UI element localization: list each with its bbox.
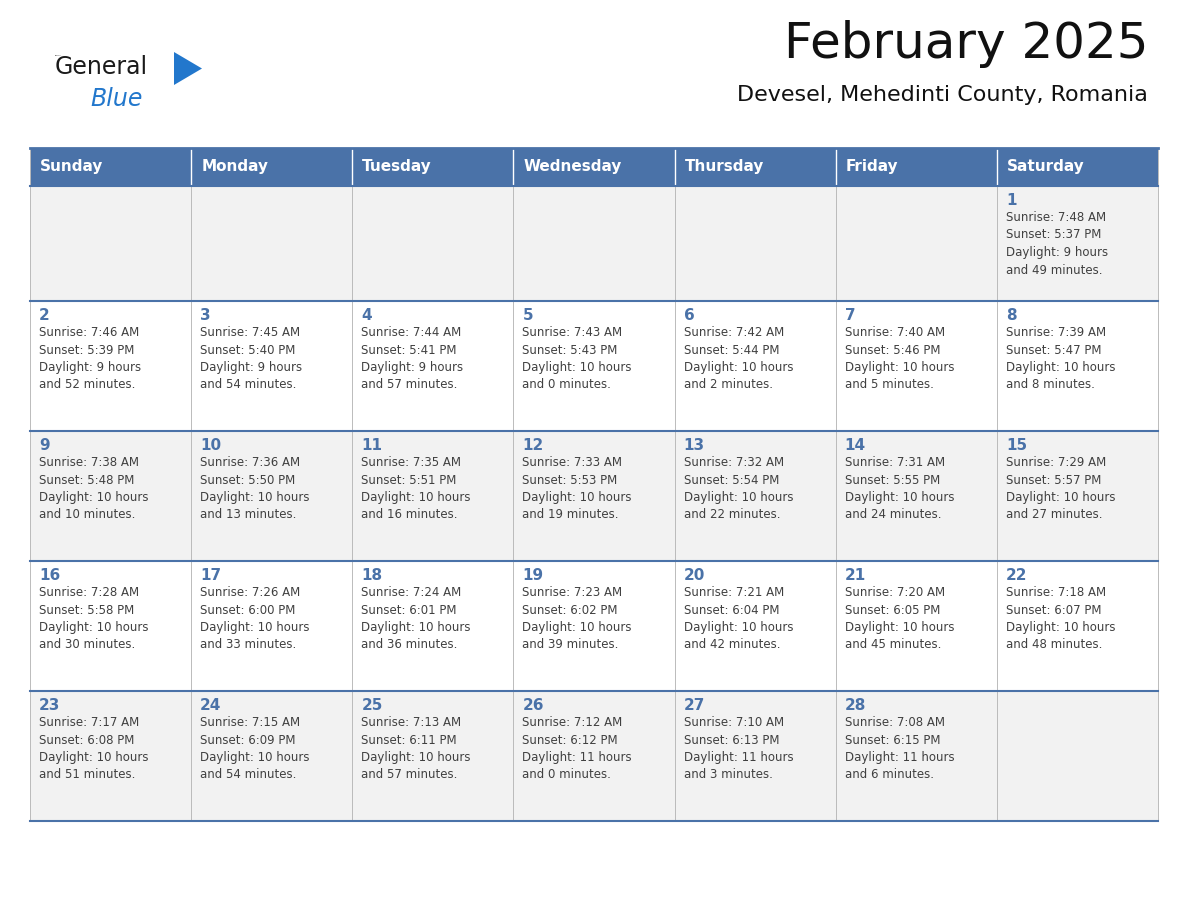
Text: 13: 13 (683, 438, 704, 453)
Text: February 2025: February 2025 (784, 20, 1148, 68)
Text: Sunrise: 7:15 AM
Sunset: 6:09 PM
Daylight: 10 hours
and 54 minutes.: Sunrise: 7:15 AM Sunset: 6:09 PM Dayligh… (200, 716, 310, 781)
Text: Sunrise: 7:39 AM
Sunset: 5:47 PM
Daylight: 10 hours
and 8 minutes.: Sunrise: 7:39 AM Sunset: 5:47 PM Dayligh… (1006, 326, 1116, 391)
Text: Devesel, Mehedinti County, Romania: Devesel, Mehedinti County, Romania (737, 85, 1148, 105)
Text: Sunrise: 7:44 AM
Sunset: 5:41 PM
Daylight: 9 hours
and 57 minutes.: Sunrise: 7:44 AM Sunset: 5:41 PM Dayligh… (361, 326, 463, 391)
Text: 28: 28 (845, 698, 866, 713)
Text: 5: 5 (523, 308, 533, 323)
Text: Sunrise: 7:46 AM
Sunset: 5:39 PM
Daylight: 9 hours
and 52 minutes.: Sunrise: 7:46 AM Sunset: 5:39 PM Dayligh… (39, 326, 141, 391)
Text: 2: 2 (39, 308, 50, 323)
Text: 11: 11 (361, 438, 383, 453)
Text: 7: 7 (845, 308, 855, 323)
Text: 10: 10 (200, 438, 221, 453)
Text: 20: 20 (683, 568, 704, 583)
Text: Sunrise: 7:36 AM
Sunset: 5:50 PM
Daylight: 10 hours
and 13 minutes.: Sunrise: 7:36 AM Sunset: 5:50 PM Dayligh… (200, 456, 310, 521)
Text: 1: 1 (1006, 193, 1017, 208)
Text: Sunrise: 7:26 AM
Sunset: 6:00 PM
Daylight: 10 hours
and 33 minutes.: Sunrise: 7:26 AM Sunset: 6:00 PM Dayligh… (200, 586, 310, 652)
Bar (30, 186, 1158, 301)
Text: Saturday: Saturday (1007, 160, 1085, 174)
Bar (30, 691, 1158, 821)
Text: 25: 25 (361, 698, 383, 713)
Text: Sunrise: 7:24 AM
Sunset: 6:01 PM
Daylight: 10 hours
and 36 minutes.: Sunrise: 7:24 AM Sunset: 6:01 PM Dayligh… (361, 586, 470, 652)
Text: 17: 17 (200, 568, 221, 583)
Text: Sunrise: 7:10 AM
Sunset: 6:13 PM
Daylight: 11 hours
and 3 minutes.: Sunrise: 7:10 AM Sunset: 6:13 PM Dayligh… (683, 716, 794, 781)
Text: Sunrise: 7:40 AM
Sunset: 5:46 PM
Daylight: 10 hours
and 5 minutes.: Sunrise: 7:40 AM Sunset: 5:46 PM Dayligh… (845, 326, 954, 391)
Text: Sunrise: 7:20 AM
Sunset: 6:05 PM
Daylight: 10 hours
and 45 minutes.: Sunrise: 7:20 AM Sunset: 6:05 PM Dayligh… (845, 586, 954, 652)
Text: Sunrise: 7:35 AM
Sunset: 5:51 PM
Daylight: 10 hours
and 16 minutes.: Sunrise: 7:35 AM Sunset: 5:51 PM Dayligh… (361, 456, 470, 521)
Text: 16: 16 (39, 568, 61, 583)
Bar (997, 148, 1158, 186)
Bar (353, 148, 513, 186)
Text: Sunrise: 7:43 AM
Sunset: 5:43 PM
Daylight: 10 hours
and 0 minutes.: Sunrise: 7:43 AM Sunset: 5:43 PM Dayligh… (523, 326, 632, 391)
Bar (191, 148, 353, 186)
Text: 15: 15 (1006, 438, 1026, 453)
Text: 18: 18 (361, 568, 383, 583)
Text: 6: 6 (683, 308, 694, 323)
Text: Sunrise: 7:42 AM
Sunset: 5:44 PM
Daylight: 10 hours
and 2 minutes.: Sunrise: 7:42 AM Sunset: 5:44 PM Dayligh… (683, 326, 794, 391)
Text: Sunrise: 7:08 AM
Sunset: 6:15 PM
Daylight: 11 hours
and 6 minutes.: Sunrise: 7:08 AM Sunset: 6:15 PM Dayligh… (845, 716, 954, 781)
Text: 4: 4 (361, 308, 372, 323)
Text: 3: 3 (200, 308, 210, 323)
Text: 24: 24 (200, 698, 221, 713)
Text: Sunrise: 7:28 AM
Sunset: 5:58 PM
Daylight: 10 hours
and 30 minutes.: Sunrise: 7:28 AM Sunset: 5:58 PM Dayligh… (39, 586, 148, 652)
Text: Wednesday: Wednesday (524, 160, 621, 174)
Text: General: General (55, 55, 148, 79)
Bar (675, 148, 835, 186)
Text: Sunrise: 7:17 AM
Sunset: 6:08 PM
Daylight: 10 hours
and 51 minutes.: Sunrise: 7:17 AM Sunset: 6:08 PM Dayligh… (39, 716, 148, 781)
Text: Sunrise: 7:21 AM
Sunset: 6:04 PM
Daylight: 10 hours
and 42 minutes.: Sunrise: 7:21 AM Sunset: 6:04 PM Dayligh… (683, 586, 794, 652)
Text: Sunrise: 7:12 AM
Sunset: 6:12 PM
Daylight: 11 hours
and 0 minutes.: Sunrise: 7:12 AM Sunset: 6:12 PM Dayligh… (523, 716, 632, 781)
Text: 14: 14 (845, 438, 866, 453)
Text: 27: 27 (683, 698, 704, 713)
Text: Sunday: Sunday (40, 160, 103, 174)
Text: Sunrise: 7:18 AM
Sunset: 6:07 PM
Daylight: 10 hours
and 48 minutes.: Sunrise: 7:18 AM Sunset: 6:07 PM Dayligh… (1006, 586, 1116, 652)
Text: 23: 23 (39, 698, 61, 713)
Text: 8: 8 (1006, 308, 1017, 323)
Text: Friday: Friday (846, 160, 898, 174)
Polygon shape (173, 52, 202, 85)
Text: Sunrise: 7:48 AM
Sunset: 5:37 PM
Daylight: 9 hours
and 49 minutes.: Sunrise: 7:48 AM Sunset: 5:37 PM Dayligh… (1006, 211, 1108, 276)
Text: Sunrise: 7:13 AM
Sunset: 6:11 PM
Daylight: 10 hours
and 57 minutes.: Sunrise: 7:13 AM Sunset: 6:11 PM Dayligh… (361, 716, 470, 781)
Text: Thursday: Thursday (684, 160, 764, 174)
Bar (513, 148, 675, 186)
Bar (835, 148, 997, 186)
Text: 12: 12 (523, 438, 544, 453)
Text: Blue: Blue (90, 87, 143, 111)
Text: 22: 22 (1006, 568, 1028, 583)
Text: Sunrise: 7:29 AM
Sunset: 5:57 PM
Daylight: 10 hours
and 27 minutes.: Sunrise: 7:29 AM Sunset: 5:57 PM Dayligh… (1006, 456, 1116, 521)
Bar (30, 148, 191, 186)
Text: Sunrise: 7:32 AM
Sunset: 5:54 PM
Daylight: 10 hours
and 22 minutes.: Sunrise: 7:32 AM Sunset: 5:54 PM Dayligh… (683, 456, 794, 521)
Text: Sunrise: 7:31 AM
Sunset: 5:55 PM
Daylight: 10 hours
and 24 minutes.: Sunrise: 7:31 AM Sunset: 5:55 PM Dayligh… (845, 456, 954, 521)
Text: Monday: Monday (201, 160, 268, 174)
Bar (30, 431, 1158, 561)
Text: #1a1a1a: #1a1a1a (55, 55, 62, 56)
Text: 9: 9 (39, 438, 50, 453)
Bar (30, 301, 1158, 431)
Text: Sunrise: 7:33 AM
Sunset: 5:53 PM
Daylight: 10 hours
and 19 minutes.: Sunrise: 7:33 AM Sunset: 5:53 PM Dayligh… (523, 456, 632, 521)
Bar (30, 561, 1158, 691)
Text: 26: 26 (523, 698, 544, 713)
Text: Sunrise: 7:45 AM
Sunset: 5:40 PM
Daylight: 9 hours
and 54 minutes.: Sunrise: 7:45 AM Sunset: 5:40 PM Dayligh… (200, 326, 302, 391)
Text: Sunrise: 7:38 AM
Sunset: 5:48 PM
Daylight: 10 hours
and 10 minutes.: Sunrise: 7:38 AM Sunset: 5:48 PM Dayligh… (39, 456, 148, 521)
Text: Tuesday: Tuesday (362, 160, 432, 174)
Text: 19: 19 (523, 568, 544, 583)
Text: 21: 21 (845, 568, 866, 583)
Text: Sunrise: 7:23 AM
Sunset: 6:02 PM
Daylight: 10 hours
and 39 minutes.: Sunrise: 7:23 AM Sunset: 6:02 PM Dayligh… (523, 586, 632, 652)
